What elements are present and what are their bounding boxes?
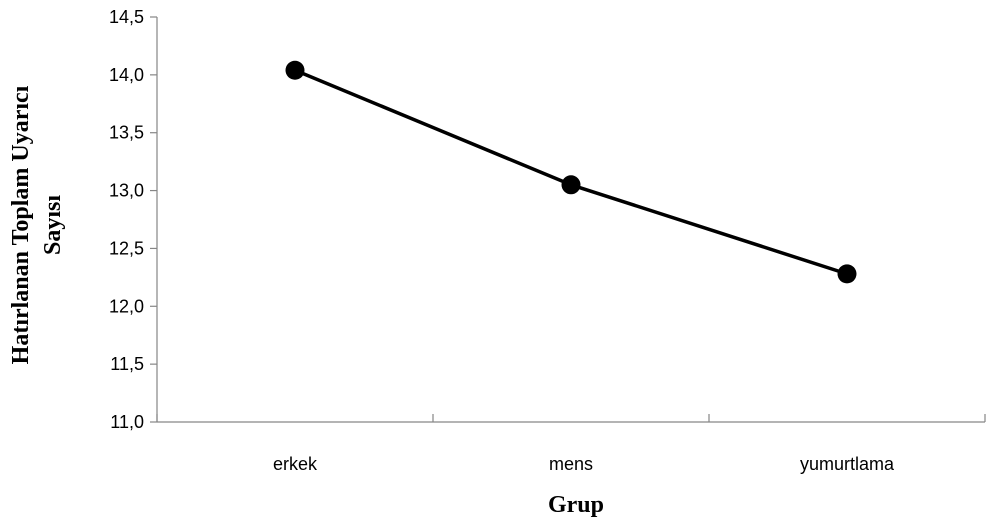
x-tick-label: mens [549, 454, 593, 474]
data-point [285, 60, 305, 80]
y-tick-label: 14,5 [109, 7, 144, 27]
y-tick-label: 14,0 [109, 65, 144, 85]
y-axis-title-line-1: Hatırlanan Toplam Uyarıcı [8, 85, 34, 364]
y-tick-label: 13,5 [109, 123, 144, 143]
data-point [561, 175, 581, 195]
x-axis-title: Grup [548, 492, 604, 518]
y-ticks: 11,0 11,5 12,0 12,5 13,0 13,5 14,0 14,5 [109, 7, 157, 432]
x-ticks: erkek mens yumurtlama [156, 414, 986, 474]
y-axis-title-line-2: Sayısı [40, 195, 66, 255]
x-tick-label: yumurtlama [800, 454, 895, 474]
y-tick-label: 11,5 [110, 354, 144, 374]
y-tick-label: 13,0 [109, 181, 144, 201]
y-tick-label: 11,0 [110, 412, 144, 432]
y-tick-label: 12,0 [109, 296, 144, 316]
chart-axes [156, 17, 985, 423]
x-tick-label: erkek [273, 454, 318, 474]
series-line [294, 68, 848, 276]
y-tick-label: 12,5 [109, 238, 144, 258]
series-group [285, 60, 857, 284]
data-point [837, 264, 857, 284]
